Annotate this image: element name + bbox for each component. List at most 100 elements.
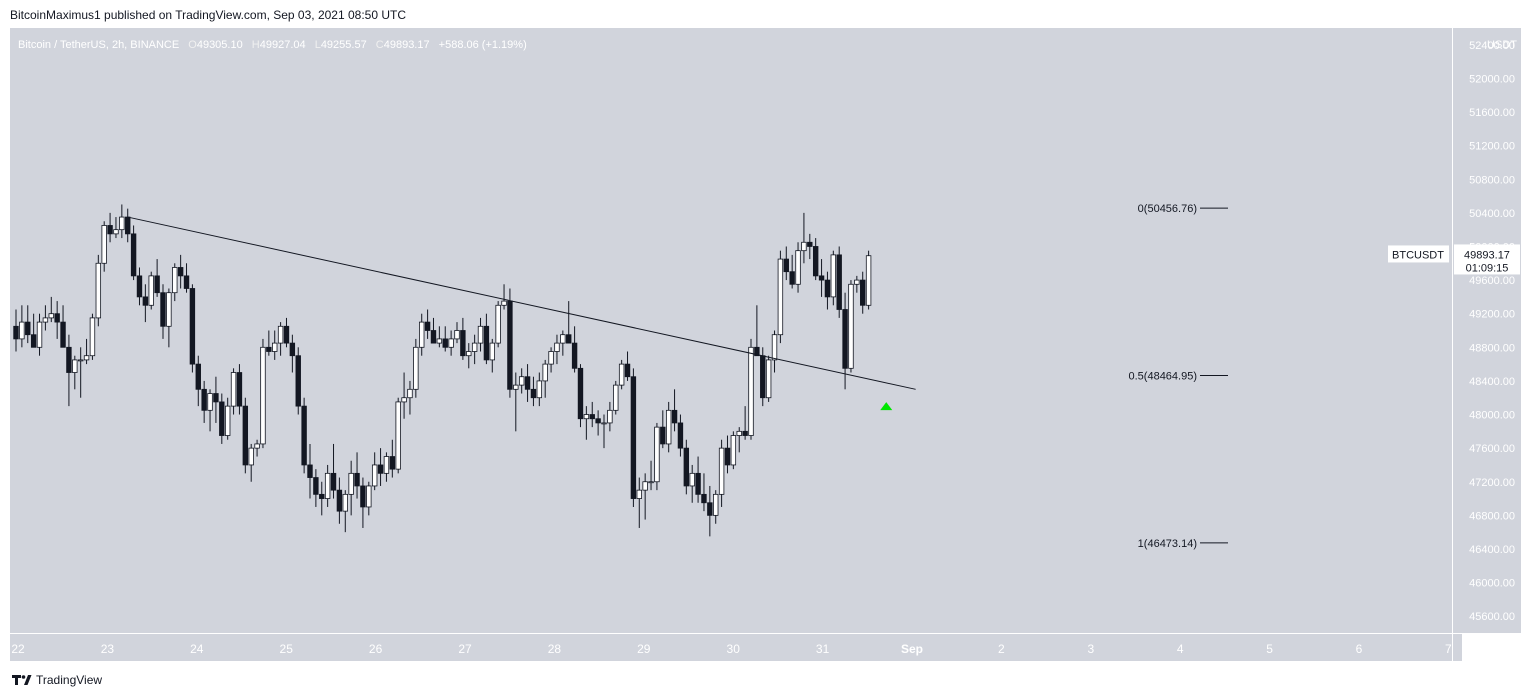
candle-body-up xyxy=(554,342,560,352)
candle xyxy=(166,288,172,348)
time-tick-label: 24 xyxy=(190,642,204,656)
price-tick-label: 51200.00 xyxy=(1469,141,1515,153)
candle-body-up xyxy=(513,384,519,390)
candle-body-up xyxy=(471,342,478,352)
price-tick-label: 48800.00 xyxy=(1469,342,1515,354)
candle xyxy=(77,347,84,398)
candle-body-up xyxy=(172,267,178,294)
candle xyxy=(548,347,554,373)
candle-body-down xyxy=(377,464,384,474)
candle-body-down xyxy=(836,254,842,310)
chart-container[interactable]: 0(50456.76) 0.5(48464.95) 1(46473.14) BTCUS… xyxy=(10,28,1521,662)
candle-body-down xyxy=(313,477,319,495)
candle xyxy=(507,288,513,398)
candle-body-up xyxy=(736,430,742,436)
price-tick-label: 45600.00 xyxy=(1469,611,1515,623)
time-tick-label: 31 xyxy=(816,642,830,656)
candle-body-down xyxy=(307,464,313,478)
plot-area[interactable]: 0(50456.76) 0.5(48464.95) 1(46473.14) BTCUS… xyxy=(10,28,1452,633)
candle-body-down xyxy=(219,401,225,436)
candle xyxy=(30,313,37,348)
fib-level-label: 1(46473.14) xyxy=(1138,538,1197,550)
candle xyxy=(13,309,19,352)
candle xyxy=(865,250,872,310)
candle-body-down xyxy=(319,493,325,499)
candle xyxy=(154,259,160,297)
candle xyxy=(607,401,613,432)
candle-body-up xyxy=(689,472,695,487)
legend-change: +588.06 (+1.19%) xyxy=(438,39,527,51)
candle xyxy=(448,330,454,356)
candle xyxy=(224,397,231,440)
candle xyxy=(189,284,196,373)
candle xyxy=(789,254,795,289)
candle-body-up xyxy=(848,283,854,369)
candle-body-up xyxy=(413,346,419,390)
candle xyxy=(354,452,360,499)
descending-trendline[interactable] xyxy=(127,216,916,390)
candle xyxy=(665,401,672,453)
candle xyxy=(671,389,678,432)
candle xyxy=(277,322,284,356)
candle xyxy=(201,380,207,423)
candle-body-up xyxy=(601,422,607,425)
price-tick-label: 49200.00 xyxy=(1469,309,1515,321)
candle-body-down xyxy=(683,447,690,487)
bar-countdown: 01:09:15 xyxy=(1466,262,1509,274)
time-tick-label: 23 xyxy=(101,642,115,656)
candle xyxy=(160,284,166,339)
time-tick-label: 29 xyxy=(637,642,651,656)
price-tick-label: 46400.00 xyxy=(1469,544,1515,556)
candle xyxy=(460,317,466,360)
candle xyxy=(177,254,184,289)
candle-body-down xyxy=(701,493,707,504)
candle-body-up xyxy=(636,489,642,499)
candle-body-up xyxy=(489,342,495,361)
legend-open: 49305.10 xyxy=(196,39,243,51)
candle xyxy=(513,372,519,432)
candle xyxy=(583,406,590,440)
candle-body-down xyxy=(360,485,366,508)
price-axis[interactable]: 52400.00 52000.00 51600.00 51200.00 50800.00… xyxy=(1452,28,1521,633)
price-tick-label: 47200.00 xyxy=(1469,477,1515,489)
candle xyxy=(125,208,131,243)
candle-body-up xyxy=(95,262,102,319)
candle-body-down xyxy=(54,313,60,323)
candle-body-up xyxy=(277,325,284,344)
candle-body-up xyxy=(42,317,49,323)
candle-body-down xyxy=(189,288,196,365)
candle xyxy=(54,301,60,339)
candle xyxy=(272,330,278,360)
last-price-value: 49893.17 xyxy=(1464,249,1510,261)
candle-body-up xyxy=(419,321,425,348)
candle-body-up xyxy=(324,472,331,499)
candle-body-up xyxy=(771,334,778,361)
candle xyxy=(130,225,137,281)
candle-body-down xyxy=(589,414,595,420)
candle-body-up xyxy=(230,372,237,407)
candle-body-up xyxy=(254,443,260,449)
candle xyxy=(848,280,854,373)
candle-body-down xyxy=(60,321,66,348)
time-axis[interactable]: 22 23 24 25 26 27 28 29 30 31 Sep 2 3 4 5 6 7 xyxy=(10,633,1452,662)
candle-body-down xyxy=(301,405,307,466)
candle-body-up xyxy=(272,342,278,352)
candle-body-down xyxy=(812,246,819,277)
candle xyxy=(801,212,807,264)
candle-body-up xyxy=(830,254,837,298)
candle xyxy=(366,481,372,516)
candle-body-down xyxy=(754,346,760,357)
candle xyxy=(736,427,742,453)
candle-body-down xyxy=(818,275,825,281)
candle-body-down xyxy=(742,430,748,436)
candle-body-down xyxy=(842,309,848,369)
time-tick-label: 3 xyxy=(1087,642,1094,656)
candle xyxy=(389,439,396,478)
candlestick-chart[interactable]: 0(50456.76) 0.5(48464.95) 1(46473.14) BTCUS… xyxy=(10,28,1452,633)
candle xyxy=(477,317,484,352)
candle xyxy=(413,338,419,398)
candle-body-up xyxy=(765,359,772,399)
candle-body-up xyxy=(718,447,725,495)
candle-body-down xyxy=(624,363,631,378)
time-tick-label: 7 xyxy=(1445,642,1452,656)
